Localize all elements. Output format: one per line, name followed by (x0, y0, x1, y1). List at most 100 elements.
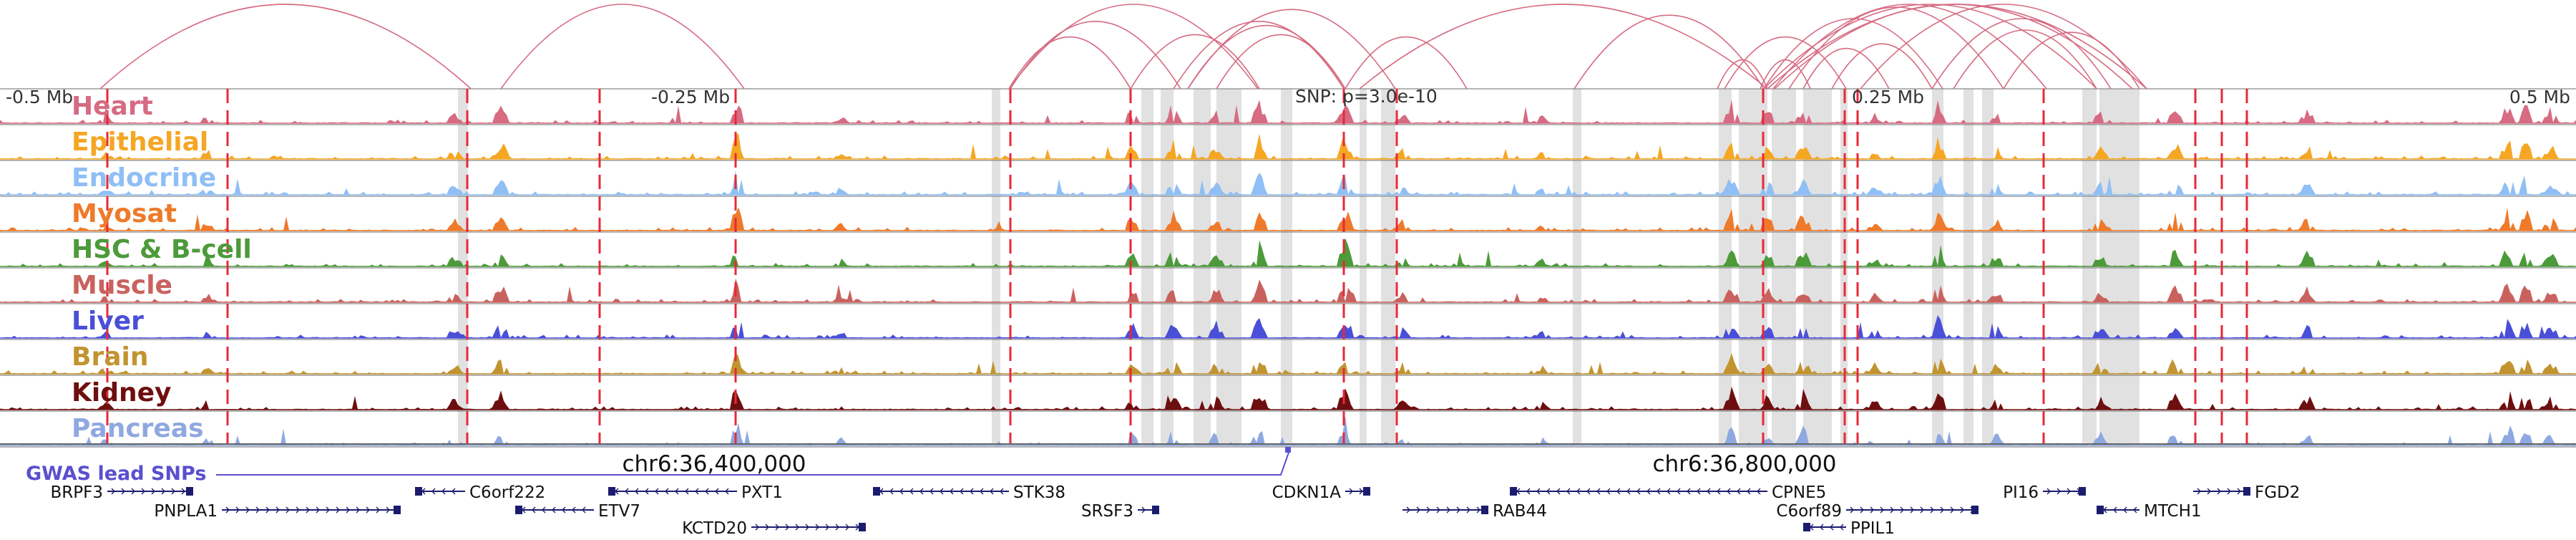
strand-arrow (1526, 488, 1531, 495)
strand-arrow (1747, 488, 1751, 495)
track-label: Pancreas (72, 414, 204, 443)
strand-arrow (2046, 488, 2051, 495)
track-label: Epithelial (72, 127, 208, 157)
gene: FGD2 (2193, 483, 2300, 502)
strand-arrow (755, 524, 759, 531)
gene-label: MTCH1 (2144, 502, 2202, 521)
strand-arrow (715, 488, 719, 495)
gene-label: FGD2 (2255, 483, 2300, 502)
strand-arrow (2057, 488, 2061, 495)
strand-arrow (386, 506, 390, 514)
strand-arrow (306, 506, 310, 514)
gene-exon (2079, 487, 2086, 496)
gene: ETV7 (515, 502, 640, 521)
strand-arrow (990, 488, 994, 495)
strand-arrow (960, 488, 964, 495)
interaction-arc (1008, 37, 1131, 90)
strand-arrow (356, 506, 360, 514)
gene-exon (2097, 506, 2104, 514)
strand-arrow (1860, 506, 1864, 514)
strand-arrow (1697, 488, 1701, 495)
strand-arrow (899, 488, 904, 495)
strand-arrow (1717, 488, 1721, 495)
strand-arrow (980, 488, 984, 495)
strand-arrow (2217, 488, 2221, 495)
strand-arrow (366, 506, 370, 514)
interaction-arc (1802, 48, 1890, 90)
strand-arrow (1940, 506, 1944, 514)
strand-arrow (1890, 506, 1894, 514)
gene-label: KCTD20 (682, 519, 747, 537)
gene-exon (2243, 487, 2250, 496)
interaction-arc (1359, 4, 1768, 90)
strand-arrow (1596, 488, 1601, 495)
strand-arrow (1456, 506, 1460, 514)
strand-arrow (131, 488, 135, 495)
axis-label-right: 0.5 Mb (2509, 87, 2570, 107)
strand-arrow (1426, 506, 1430, 514)
gene: PNPLA1 (154, 502, 401, 521)
strand-arrow (705, 488, 709, 495)
strand-arrow (950, 488, 954, 495)
gene-exon (394, 506, 401, 514)
strand-arrow (376, 506, 380, 514)
strand-arrow (151, 488, 155, 495)
strand-arrow (1820, 524, 1824, 531)
strand-arrow (552, 506, 556, 514)
strand-arrow (695, 488, 699, 495)
gene-label: C6orf222 (469, 483, 545, 502)
interaction-arc (1774, 4, 2133, 90)
strand-arrow (441, 488, 446, 495)
signal-track (0, 315, 2576, 339)
interaction-arc (1760, 59, 1811, 90)
gene-exon (415, 487, 422, 496)
interaction-arc (2003, 32, 2140, 90)
gene: MTCH1 (2097, 502, 2202, 521)
strand-arrow (805, 524, 809, 531)
strand-arrow (1576, 488, 1581, 495)
interaction-arc (1345, 37, 1468, 90)
strand-arrow (845, 524, 849, 531)
strand-arrow (286, 506, 290, 514)
strand-arrow (815, 524, 819, 531)
strand-arrow (2207, 488, 2211, 495)
strand-arrow (625, 488, 629, 495)
strand-arrow (562, 506, 566, 514)
interaction-arc (1173, 21, 1345, 90)
strand-arrow (1757, 488, 1761, 495)
interaction-arcs (99, 4, 2147, 90)
strand-arrow (1850, 506, 1854, 514)
gene-label: CPNE5 (1772, 483, 1826, 502)
strand-arrow (1677, 488, 1681, 495)
gene: PPIL1 (1803, 519, 1895, 538)
strand-arrow (1536, 488, 1541, 495)
strand-arrow (665, 488, 669, 495)
strand-arrow (1900, 506, 1904, 514)
strand-arrow (1626, 488, 1631, 495)
gene: C6orf89 (1776, 502, 1979, 521)
interaction-arc (1772, 4, 2047, 90)
gene-exon (1971, 506, 1979, 514)
track-label: Muscle (72, 271, 172, 300)
interaction-arc (1717, 59, 1768, 90)
gene-label: PI16 (2003, 483, 2039, 502)
gwas-snp-marker (1285, 447, 1291, 453)
gene: RAB44 (1402, 502, 1547, 521)
gene-exon (873, 487, 880, 496)
strand-arrow (765, 524, 769, 531)
track-label: Myosat (72, 199, 177, 228)
strand-arrow (785, 524, 789, 531)
strand-arrow (1000, 488, 1004, 495)
coordinate-label-left: chr6:36,400,000 (622, 451, 806, 477)
strand-arrow (2113, 506, 2117, 514)
strand-arrow (1687, 488, 1691, 495)
strand-arrow (725, 488, 729, 495)
strand-arrow (2237, 488, 2241, 495)
interaction-arc (1767, 4, 2147, 90)
strand-arrow (909, 488, 914, 495)
strand-arrow (542, 506, 546, 514)
strand-arrow (141, 488, 145, 495)
strand-arrow (1546, 488, 1551, 495)
strand-arrow (255, 506, 260, 514)
